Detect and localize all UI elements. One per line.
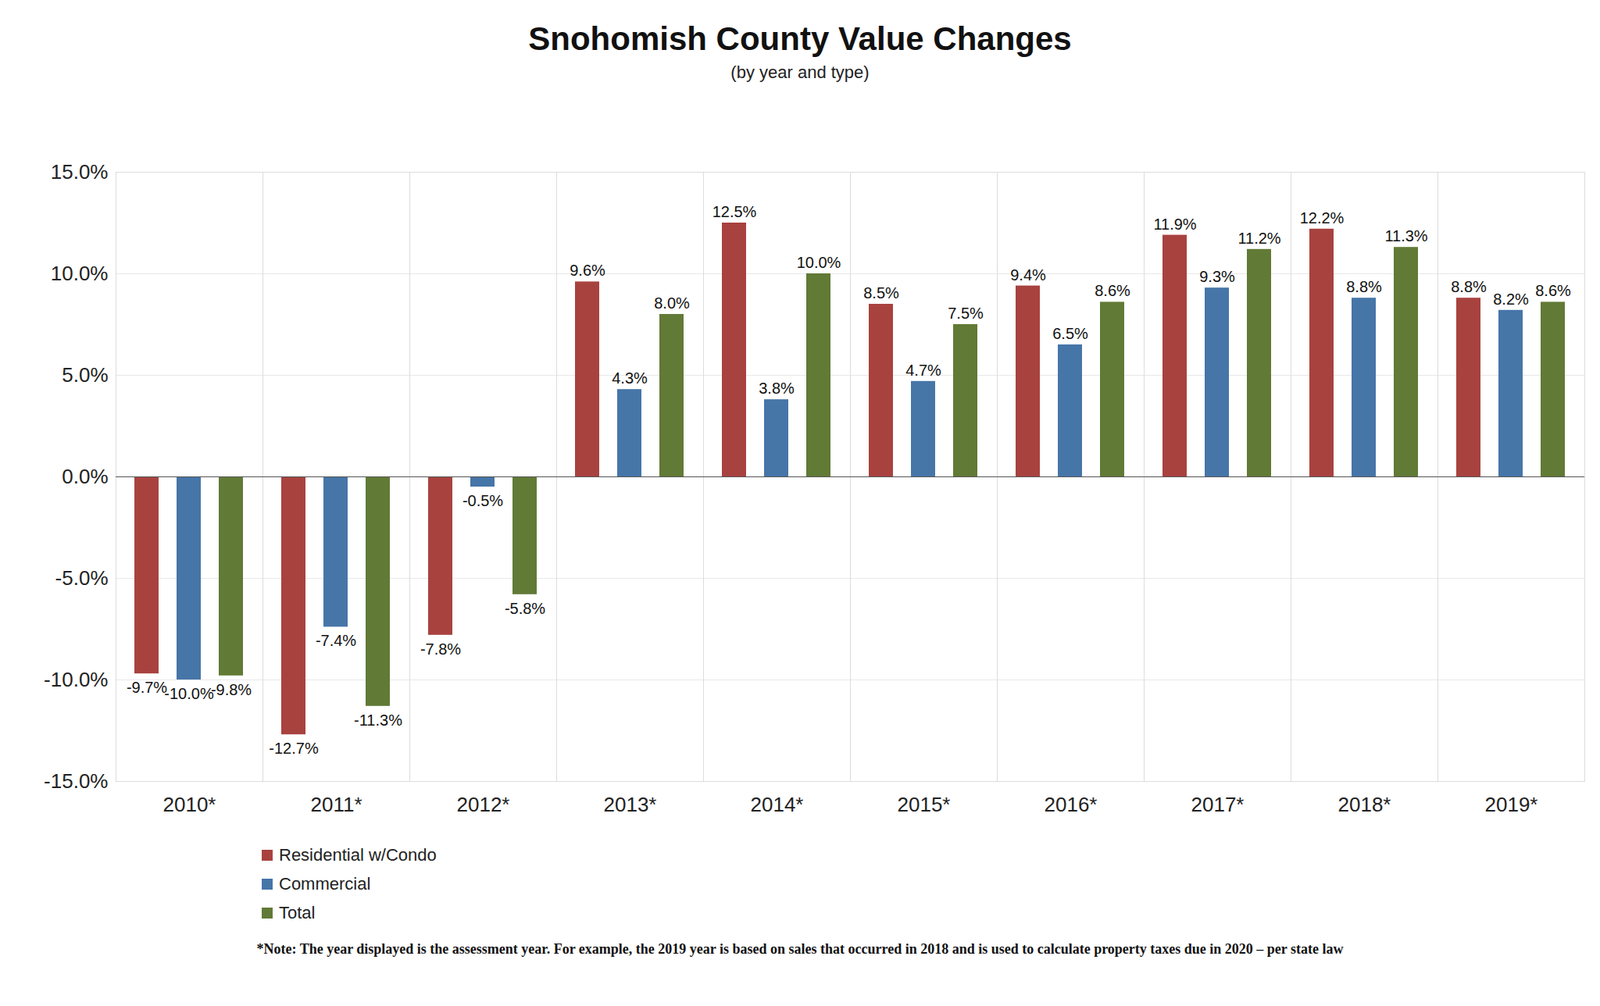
svg-text:10.0%: 10.0% [796,253,842,272]
svg-text:11.9%: 11.9% [1153,215,1197,233]
svg-text:9.4%: 9.4% [1010,266,1047,284]
svg-text:8.0%: 8.0% [653,294,690,312]
svg-text:10.0%: 10.0% [50,261,109,286]
svg-text:2017*: 2017* [1191,792,1245,817]
svg-text:9.3%: 9.3% [1199,267,1236,286]
svg-text:8.6%: 8.6% [1094,282,1131,300]
html-text:*Note: The year displayed is t: *Note: The year displayed is the assessm… [256,941,1344,958]
svg-text:11.3%: 11.3% [1384,227,1428,245]
svg-text:4.7%: 4.7% [905,361,942,379]
svg-text:2012*: 2012* [457,792,511,817]
svg-text:0.0%: 0.0% [61,464,108,489]
svg-text:2019*: 2019* [1485,792,1539,817]
svg-text:2016*: 2016* [1044,792,1098,817]
svg-text:-15.0%: -15.0% [43,769,108,793]
svg-text:-10.0%: -10.0% [43,667,108,692]
svg-text:8.5%: 8.5% [863,284,900,302]
html-text:(by year and type): (by year and type) [730,62,870,83]
svg-text:2011*: 2011* [310,792,362,817]
svg-text:3.8%: 3.8% [758,379,795,397]
html-text:Residential w/Condo: Residential w/Condo [278,844,437,865]
svg-text:-5.0%: -5.0% [55,566,109,590]
svg-text:-9.8%: -9.8% [210,681,252,699]
svg-text:-5.8%: -5.8% [504,600,546,618]
svg-text:6.5%: 6.5% [1052,325,1089,343]
svg-text:8.6%: 8.6% [1535,282,1572,300]
svg-text:8.8%: 8.8% [1346,278,1383,296]
svg-text:11.2%: 11.2% [1237,229,1281,247]
svg-text:5.0%: 5.0% [61,363,108,387]
html-text:Commercial: Commercial [278,873,371,894]
svg-text:-9.7%: -9.7% [126,678,168,697]
svg-text:8.2%: 8.2% [1492,290,1529,308]
svg-text:12.5%: 12.5% [712,203,758,221]
svg-text:8.8%: 8.8% [1450,278,1487,296]
svg-text:2018*: 2018* [1338,792,1392,817]
svg-text:-0.5%: -0.5% [462,492,504,510]
svg-text:2013*: 2013* [603,792,658,817]
svg-text:-10.0%: -10.0% [164,685,215,703]
svg-text:7.5%: 7.5% [947,304,984,322]
svg-text:2014*: 2014* [750,792,804,817]
svg-text:2015*: 2015* [897,792,951,817]
html-text:Snohomish County Value Changes: Snohomish County Value Changes [528,20,1072,58]
svg-text:9.6%: 9.6% [569,261,606,279]
svg-text:-12.7%: -12.7% [268,739,319,758]
svg-text:-7.8%: -7.8% [420,640,461,658]
svg-text:2010*: 2010* [163,792,217,817]
svg-text:-11.3%: -11.3% [353,711,403,729]
svg-text:4.3%: 4.3% [611,369,648,387]
svg-text:15.0%: 15.0% [50,160,109,184]
svg-text:-7.4%: -7.4% [315,632,357,650]
svg-text:12.2%: 12.2% [1300,209,1345,227]
html-text:Total: Total [278,902,316,923]
